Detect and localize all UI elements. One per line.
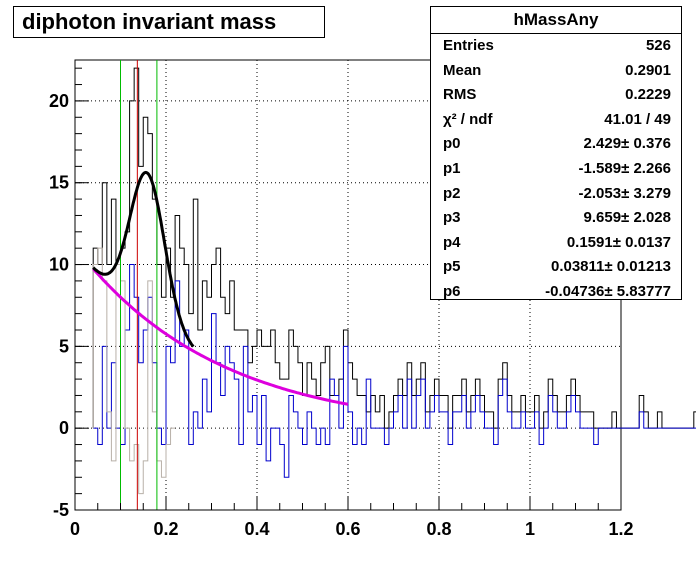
stats-label: p0 [443,135,461,153]
stats-label: p5 [443,258,461,276]
stats-row: χ² / ndf 41.01 / 49 [431,108,681,133]
background-fit-curve [92,267,349,406]
stats-row: RMS 0.2229 [431,83,681,108]
stats-label: χ² / ndf [443,110,493,128]
plot-title: diphoton invariant mass [13,6,325,38]
stats-row: Mean 0.2901 [431,59,681,84]
y-tick-label: -5 [53,500,69,520]
stats-label: p4 [443,233,461,251]
stats-value: -0.04736± 5.83777 [545,282,671,300]
stats-row: p0 2.429± 0.376 [431,132,681,157]
stats-value: 0.2229 [625,86,671,104]
stats-value: 41.01 / 49 [604,110,671,128]
stats-row: Entries 526 [431,34,681,59]
stats-row: p3 9.659± 2.028 [431,206,681,231]
stats-value: 0.1591± 0.0137 [566,233,671,251]
stats-value: -2.053± 3.279 [578,184,671,202]
stats-row: p4 0.1591± 0.0137 [431,231,681,256]
stats-rows: Entries 526 Mean 0.2901 RMS 0.2229 χ² / ndf 41.… [431,34,681,305]
stats-value: -1.589± 2.266 [578,159,671,177]
stats-label: p1 [443,159,461,177]
y-tick-label: 15 [49,173,69,193]
stats-value: 0.2901 [625,61,671,79]
x-tick-label: 0.6 [335,519,360,539]
histogram-blue [93,264,696,478]
x-tick-label: 1.2 [608,519,633,539]
stats-title: hMassAny [431,7,681,34]
histogram-gray [92,247,176,495]
stats-value: 0.03811± 0.01213 [550,258,671,276]
stats-label: p2 [443,184,461,202]
stats-label: RMS [443,86,477,104]
x-tick-label: 1 [525,519,535,539]
stats-value: 2.429± 0.376 [583,135,671,153]
stats-box: hMassAny Entries 526 Mean 0.2901 RMS 0.2229 χ²… [430,6,682,300]
fit-curves [92,170,349,406]
stats-row: p2 -2.053± 3.279 [431,182,681,207]
x-tick-label: 0.8 [426,519,451,539]
y-tick-label: 0 [59,418,69,438]
vertical-lines [120,60,158,510]
histograms [92,67,696,495]
x-tick-label: 0.4 [244,519,269,539]
y-tick-label: 5 [59,336,69,356]
stats-value: 9.659± 2.028 [583,209,671,227]
stats-label: Mean [443,61,482,79]
x-tick-label: 0.2 [153,519,178,539]
stats-row: p6 -0.04736± 5.83777 [431,280,681,305]
stats-label: p3 [443,209,461,227]
stats-label: Entries [443,37,494,54]
signal-fit-curve [92,170,195,348]
stats-value: 526 [645,37,671,54]
stats-row: p5 0.03811± 0.01213 [431,255,681,280]
stats-label: p6 [443,282,461,300]
y-tick-label: 20 [49,91,69,111]
y-tick-label: 10 [49,255,69,275]
x-tick-label: 0 [70,519,80,539]
stats-row: p1 -1.589± 2.266 [431,157,681,182]
